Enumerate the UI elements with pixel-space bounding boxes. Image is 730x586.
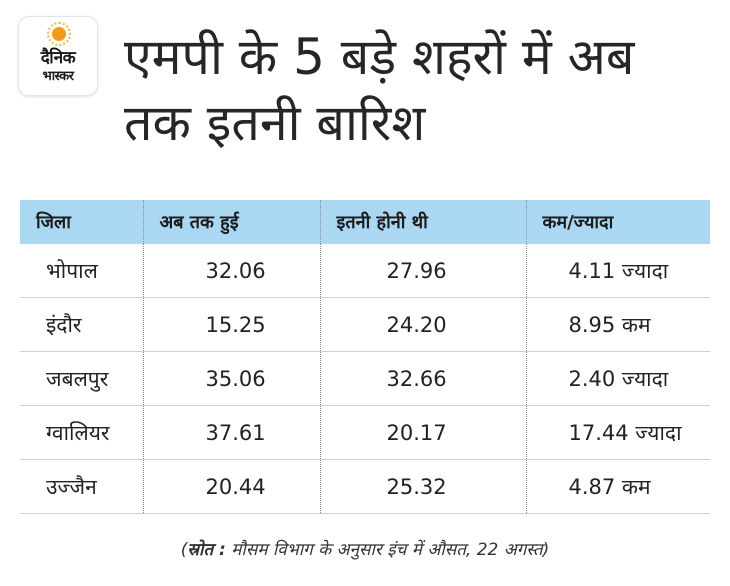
table-row: उज्जैन 20.44 25.32 4.87 कम <box>20 459 710 514</box>
expected-cell: 25.32 <box>319 459 526 514</box>
expected-cell: 27.96 <box>319 244 526 298</box>
district-cell: उज्जैन <box>20 459 143 514</box>
header-difference: कम/ज्यादा <box>525 200 710 244</box>
received-cell: 15.25 <box>142 297 320 352</box>
difference-cell: 4.11 ज्यादा <box>525 244 710 298</box>
table-row: जबलपुर 35.06 32.66 2.40 ज्यादा <box>20 351 710 406</box>
sun-icon <box>47 22 71 46</box>
source-label: स्रोत : <box>187 540 226 560</box>
expected-cell: 32.66 <box>319 351 526 406</box>
dainik-bhaskar-logo: दैनिक भास्कर <box>19 17 97 95</box>
expected-cell: 24.20 <box>319 297 526 352</box>
table-row: इंदौर 15.25 24.20 8.95 कम <box>20 297 710 352</box>
received-cell: 32.06 <box>142 244 320 298</box>
logo-line-1: दैनिक <box>40 48 76 68</box>
difference-cell: 2.40 ज्यादा <box>525 351 710 406</box>
difference-cell: 4.87 कम <box>525 459 710 514</box>
district-cell: भोपाल <box>20 244 143 298</box>
logo-line-2: भास्कर <box>42 69 74 84</box>
difference-cell: 8.95 कम <box>525 297 710 352</box>
received-cell: 20.44 <box>142 459 320 514</box>
difference-cell: 17.44 ज्यादा <box>525 405 710 460</box>
expected-cell: 20.17 <box>319 405 526 460</box>
source-note: (स्रोत : मौसम विभाग के अनुसार इंच में औस… <box>0 537 730 560</box>
page-title: एमपी के 5 बड़े शहरों में अब तक इतनी बारि… <box>124 28 635 152</box>
source-text: मौसम विभाग के अनुसार इंच में औसत, 22 अगस… <box>225 540 550 560</box>
district-cell: ग्वालियर <box>20 405 143 460</box>
received-cell: 35.06 <box>142 351 320 406</box>
received-cell: 37.61 <box>142 405 320 460</box>
header-expected: इतनी होनी थी <box>319 200 526 244</box>
table-row: ग्वालियर 37.61 20.17 17.44 ज्यादा <box>20 405 710 460</box>
source-open-paren: ( <box>180 540 188 560</box>
district-cell: जबलपुर <box>20 351 143 406</box>
table-header-row: जिला अब तक हुई इतनी होनी थी कम/ज्यादा <box>20 200 710 244</box>
header-received: अब तक हुई <box>142 200 320 244</box>
district-cell: इंदौर <box>20 297 143 352</box>
header-district: जिला <box>20 200 143 244</box>
table-row: भोपाल 32.06 27.96 4.11 ज्यादा <box>20 244 710 298</box>
rainfall-table: जिला अब तक हुई इतनी होनी थी कम/ज्यादा भो… <box>20 200 710 514</box>
